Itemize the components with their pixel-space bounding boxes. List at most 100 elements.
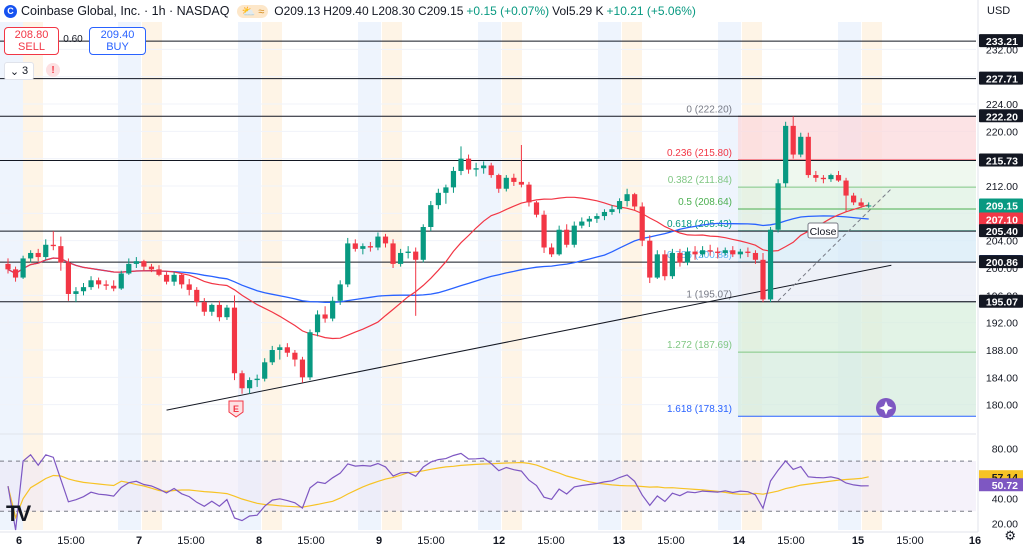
candlesticks [5, 116, 872, 394]
candle-body [798, 136, 804, 155]
candle-body [420, 227, 426, 260]
currency-label[interactable]: USD [987, 5, 1011, 17]
candle-body [556, 229, 562, 255]
price-label-text: 195.07 [986, 297, 1018, 309]
tradingview-logo-icon[interactable]: TV [6, 501, 31, 526]
chevron-down-icon: ⌄ [9, 65, 20, 78]
time-tick-label: 15:00 [896, 535, 924, 547]
candle-body [80, 287, 87, 292]
candle-body [216, 304, 222, 318]
indicators-toggle[interactable]: ⌄ 3 [4, 62, 34, 80]
rsi-tick-label: 20.00 [992, 519, 1018, 531]
fib-zone [738, 160, 976, 188]
alert-icon[interactable]: ! [46, 63, 60, 77]
rsi-band [0, 461, 976, 512]
candle-body [96, 280, 102, 285]
buy-button[interactable]: 209.40 BUY [89, 27, 146, 55]
market-status-pill[interactable]: ⛅ ≈ [237, 4, 269, 18]
fib-zone [738, 301, 976, 353]
price-tick-label: 204.00 [986, 236, 1018, 248]
time-tick-label: 9 [376, 535, 382, 547]
candle-body [88, 280, 94, 288]
fibonacci-retracement: 0 (222.20) 0.236 (215.80) 0.382 (211.84) 0.… [667, 104, 976, 417]
fib-level-label: 0 (222.20) [686, 104, 732, 115]
candle-body [843, 180, 849, 196]
time-tick-label: 16 [969, 535, 981, 547]
candle-body [247, 380, 253, 389]
candle-body [820, 177, 826, 180]
candle-body [375, 236, 381, 248]
candle-body [292, 352, 298, 360]
open-value: O209.13 [274, 4, 321, 18]
fib-level-label: 1 (195.07) [686, 290, 732, 301]
low-value: L208.30 [371, 4, 416, 18]
price-label-text: 209.15 [986, 200, 1018, 212]
candle-body [511, 177, 517, 182]
candle-body [473, 168, 479, 170]
time-tick-label: 15:00 [777, 535, 805, 547]
candle-body [111, 285, 117, 289]
sell-label: SELL [18, 41, 45, 53]
premarket-band [358, 22, 381, 530]
time-tick-label: 6 [16, 535, 22, 547]
symbol-title[interactable]: Coinbase Global, Inc. · 1h · NASDAQ [21, 4, 230, 18]
candle-body [624, 194, 630, 202]
candle-body [141, 261, 147, 267]
candle-body [752, 252, 759, 260]
candle-body [103, 284, 109, 286]
fib-zone [738, 187, 976, 209]
candle-body [450, 170, 457, 188]
candle-body [541, 214, 547, 248]
candle-body [488, 165, 494, 176]
price-label-tag [979, 34, 1023, 48]
price-label-tag [979, 71, 1023, 85]
gear-icon[interactable]: ⚙ [1004, 528, 1016, 543]
candle-body [277, 347, 283, 350]
price-tick-label: 220.00 [986, 126, 1018, 138]
candle-body [28, 252, 34, 259]
sell-button[interactable]: 208.80 SELL [4, 27, 59, 55]
time-tick-label: 13 [613, 535, 625, 547]
candle-body [43, 244, 49, 258]
price-label-tag [979, 255, 1023, 269]
candle-body [549, 247, 555, 255]
candle-body [65, 262, 71, 294]
candle-body [224, 307, 230, 318]
candle-body [481, 165, 487, 169]
candle-body [314, 314, 321, 333]
candle-body [533, 202, 540, 215]
candle-body [299, 359, 306, 378]
candle-body [156, 269, 162, 275]
price-label-tag [979, 294, 1023, 308]
candle-body [269, 350, 275, 363]
price-tick-label: 184.00 [986, 372, 1018, 384]
fib-zone [738, 116, 976, 161]
candle-body [367, 246, 373, 248]
candle-body [360, 246, 366, 249]
candle-body [609, 209, 615, 212]
change-value: +0.15 (+0.07%) [466, 4, 550, 18]
sell-price: 208.80 [14, 29, 49, 41]
candle-body [58, 246, 64, 263]
afterhours-band [622, 22, 642, 530]
fib-level-label: 0.618 (205.43) [667, 219, 732, 230]
candle-body [715, 251, 721, 253]
candle-body [647, 240, 653, 278]
afterhours-band [23, 22, 43, 530]
candle-body [435, 192, 441, 206]
candle-body [730, 250, 736, 255]
candle-body [307, 332, 313, 378]
price-label-text: 205.40 [986, 226, 1018, 238]
fib-zone [738, 230, 976, 262]
candle-body [179, 274, 185, 285]
candle-body [835, 175, 842, 181]
candle-body [186, 284, 192, 290]
price-axis: 180.00184.00188.00192.00196.00200.00204.… [977, 0, 1024, 549]
fib-level-label: 0.236 (215.80) [667, 148, 732, 159]
price-label-text: 215.73 [986, 156, 1018, 168]
price-label-text: 227.71 [986, 74, 1018, 86]
premarket-band [598, 22, 621, 530]
time-tick-label: 15:00 [177, 535, 205, 547]
candle-body [639, 206, 645, 241]
